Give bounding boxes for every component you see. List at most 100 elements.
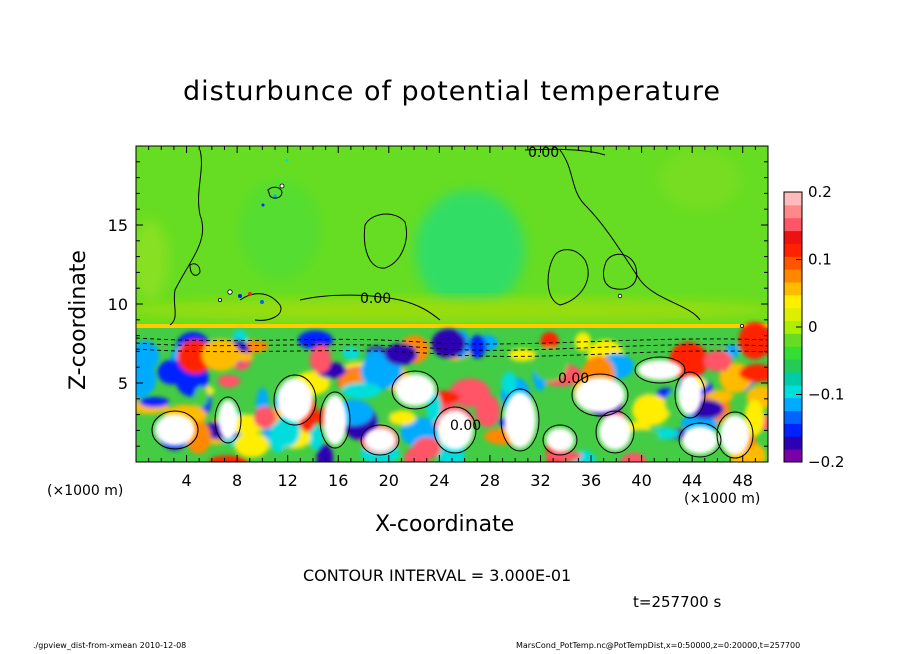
colorbar-swatch bbox=[784, 282, 802, 296]
lower-white-plume bbox=[575, 377, 625, 413]
upper-small-features bbox=[217, 158, 745, 328]
upper-green-patch bbox=[136, 220, 168, 300]
lower-contour bbox=[542, 424, 578, 456]
lower-field-cell bbox=[744, 399, 765, 437]
colorbar-tick-label: −0.2 bbox=[808, 453, 844, 471]
x-tick-label: 8 bbox=[232, 471, 242, 490]
lower-field-cell bbox=[201, 338, 240, 372]
lower-contour bbox=[674, 371, 706, 419]
colorbar-swatch bbox=[784, 294, 802, 309]
lower-white-plume bbox=[678, 375, 702, 415]
lower-white-plume bbox=[155, 414, 195, 446]
lower-field-cell bbox=[220, 351, 254, 362]
lower-field-cell bbox=[217, 374, 241, 388]
lower-contour bbox=[500, 388, 540, 452]
colorbar-swatch bbox=[784, 397, 802, 412]
lower-white-plume bbox=[546, 428, 574, 452]
x-tick-label: 4 bbox=[181, 471, 191, 490]
lower-field-cell bbox=[208, 455, 248, 462]
y-tick-label: 5 bbox=[118, 374, 128, 393]
colorbar-tick-label: −0.1 bbox=[808, 386, 844, 404]
lower-field-cell bbox=[157, 359, 187, 385]
lower-field-cell bbox=[341, 382, 382, 399]
footer-left: ./gpview_dist-from-xmean 2010-12-08 bbox=[33, 641, 187, 650]
time-stamp: t=257700 s bbox=[633, 593, 722, 611]
colorbar-tick-label: 0 bbox=[808, 318, 818, 336]
lower-field-cell bbox=[501, 371, 517, 395]
contour-label: 0.00 bbox=[450, 418, 481, 434]
colorbar-swatch bbox=[784, 423, 802, 437]
colorbar-swatch bbox=[784, 192, 802, 206]
upper-yellow-band bbox=[136, 298, 768, 322]
lower-white-plume bbox=[720, 415, 750, 455]
lower-field-cell bbox=[308, 425, 323, 450]
colorbar-swatch bbox=[784, 359, 802, 373]
lower-white-plume bbox=[218, 400, 238, 440]
lower-field-cell bbox=[545, 450, 582, 462]
lower-field-cell bbox=[575, 332, 591, 352]
colorbar-swatch bbox=[784, 256, 802, 270]
lower-contour bbox=[319, 391, 351, 449]
lower-white-plume bbox=[437, 410, 473, 450]
x-tick-label: 40 bbox=[631, 471, 651, 490]
dashed-contour-band bbox=[136, 337, 768, 357]
colorbar-swatch bbox=[784, 333, 802, 347]
lower-field-cell bbox=[253, 406, 276, 429]
lower-white-plume bbox=[504, 392, 536, 448]
colorbar-swatch bbox=[784, 410, 802, 424]
x-axis-label: X-coordinate bbox=[375, 512, 515, 537]
colorbar-swatch bbox=[784, 372, 802, 386]
lower-field-cell bbox=[508, 348, 536, 362]
x-tick-label: 44 bbox=[682, 471, 702, 490]
lower-field-cell bbox=[707, 390, 734, 403]
colorbar-swatch bbox=[784, 243, 802, 257]
colorbar-swatch bbox=[784, 320, 802, 334]
lower-field-cell bbox=[620, 452, 647, 462]
lower-white-plume bbox=[277, 378, 313, 422]
y-axis-label: Z-coordinate bbox=[66, 250, 91, 390]
colorbar: 0.2 0.1 0 −0.1 −0.2 bbox=[783, 183, 844, 471]
lower-contour bbox=[214, 396, 242, 444]
lower-contour bbox=[360, 424, 400, 456]
lower-field-cell bbox=[234, 432, 270, 458]
lower-contour bbox=[273, 374, 317, 426]
colorbar-swatch bbox=[784, 449, 802, 463]
colorbar-tick-label: 0.1 bbox=[808, 251, 832, 269]
colorbar-swatch bbox=[784, 217, 802, 232]
lower-field-cell bbox=[389, 410, 416, 426]
colorbar-swatch bbox=[784, 384, 802, 399]
colorbar-swatch bbox=[784, 307, 802, 322]
lower-contour bbox=[595, 410, 635, 454]
contour-label: 0.00 bbox=[528, 145, 559, 161]
x-axis-unit-left: (×1000 m) bbox=[47, 483, 124, 499]
upper-contours bbox=[169, 148, 701, 326]
lower-field-cell bbox=[739, 364, 768, 382]
x-tick-label: 48 bbox=[733, 471, 753, 490]
x-axis-unit-right: (×1000 m) bbox=[684, 491, 761, 507]
contour-interval-text: CONTOUR INTERVAL = 3.000E-01 bbox=[303, 566, 572, 585]
lower-white-plume bbox=[395, 374, 435, 406]
lower-field-cell bbox=[309, 345, 332, 374]
lower-contour bbox=[716, 411, 754, 459]
lower-contour bbox=[151, 410, 199, 450]
plot-area bbox=[136, 146, 768, 462]
lower-field-cell bbox=[136, 360, 157, 399]
lower-white-plume bbox=[638, 360, 682, 380]
lower-field-cell bbox=[139, 396, 170, 408]
lower-field-cell bbox=[316, 444, 334, 462]
lower-field-cell bbox=[297, 330, 333, 350]
lower-white-plume bbox=[323, 395, 347, 445]
footer-right: MarsCond_PotTemp.nc@PotTempDist,x=0:5000… bbox=[516, 641, 801, 650]
x-axis: 4 8 12 16 20 24 28 32 36 40 44 48 bbox=[148, 146, 756, 490]
x-tick-label: 20 bbox=[379, 471, 399, 490]
colorbar-swatch bbox=[784, 204, 802, 219]
upper-green-patch bbox=[415, 190, 525, 310]
lower-field-cell bbox=[431, 328, 466, 359]
lower-contour bbox=[571, 373, 629, 417]
x-tick-label: 16 bbox=[328, 471, 348, 490]
lower-field-cell bbox=[384, 343, 418, 366]
lower-field-cell bbox=[738, 321, 768, 360]
contour-label: 0.00 bbox=[558, 371, 589, 387]
lower-white-plume bbox=[682, 426, 718, 454]
